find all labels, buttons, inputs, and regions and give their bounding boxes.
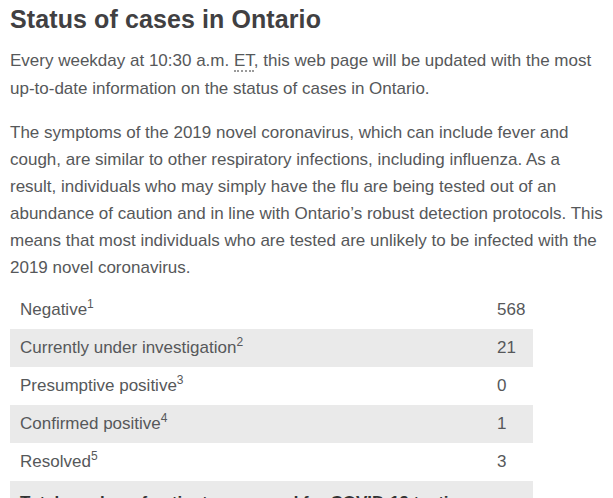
intro-text-before: Every weekday at 10:30 a.m. [10,51,234,70]
footnote-ref: 3 [177,373,184,387]
row-value: 568 [487,291,533,329]
total-row-value: 593 [487,481,533,498]
row-label: Confirmed positive [20,414,161,433]
page-title: Status of cases in Ontario [10,4,603,35]
footnote-ref: 5 [91,449,98,463]
symptoms-paragraph: The symptoms of the 2019 novel coronavir… [10,119,603,281]
table-row-under-investigation: Currently under investigation2 21 [10,329,533,367]
table-row-total: Total number of patients approved for CO… [10,481,533,498]
row-label: Presumptive positive [20,376,177,395]
row-label: Resolved [20,452,91,471]
table-row-negative: Negative1 568 [10,291,533,329]
row-value: 3 [487,443,533,481]
table-row-confirmed-positive: Confirmed positive4 1 [10,405,533,443]
update-schedule-paragraph: Every weekday at 10:30 a.m. ET, this web… [10,47,603,103]
footnote-ref: 4 [161,411,168,425]
row-value: 21 [487,329,533,367]
table-row-resolved: Resolved5 3 [10,443,533,481]
status-table: Negative1 568 Currently under investigat… [10,291,533,498]
row-label: Negative [20,300,87,319]
table-row-presumptive-positive: Presumptive positive3 0 [10,367,533,405]
row-label-cell: Resolved5 [10,443,487,481]
row-label-cell: Presumptive positive3 [10,367,487,405]
total-row-label: Total number of patients approved for CO… [10,481,487,498]
footnote-ref: 2 [236,335,243,349]
row-label-cell: Negative1 [10,291,487,329]
row-label-cell: Confirmed positive4 [10,405,487,443]
content-area: Status of cases in Ontario Every weekday… [0,0,613,498]
row-value: 0 [487,367,533,405]
row-value: 1 [487,405,533,443]
timezone-abbreviation: ET [234,51,254,72]
row-label-cell: Currently under investigation2 [10,329,487,367]
row-label: Currently under investigation [20,338,236,357]
footnote-ref: 1 [87,297,94,311]
